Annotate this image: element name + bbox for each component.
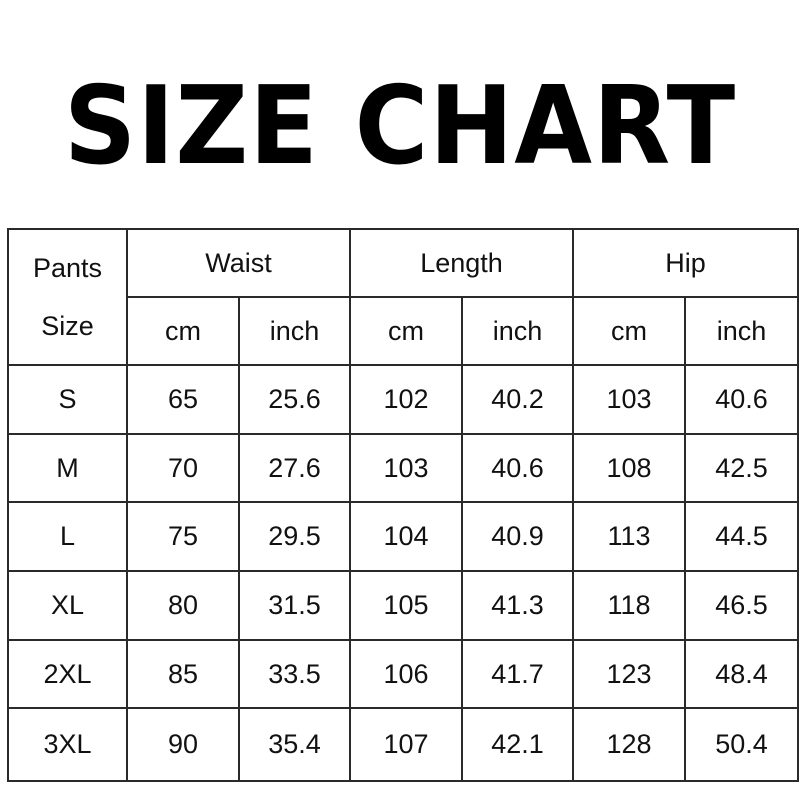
value-cell: 102: [349, 364, 463, 435]
value-cell: 118: [572, 570, 686, 641]
value-cell: 41.3: [461, 570, 574, 641]
unit-header: cm: [126, 296, 240, 366]
unit-header: cm: [349, 296, 463, 366]
size-cell: L: [7, 501, 128, 572]
table-row: S 65 25.6 102 40.2 103 40.6: [7, 364, 800, 435]
value-cell: 25.6: [238, 364, 351, 435]
value-cell: 44.5: [683, 501, 800, 572]
table-row: L 75 29.5 104 40.9 113 44.5: [7, 501, 800, 572]
value-cell: 103: [349, 433, 463, 503]
header-label-size: Size: [41, 311, 94, 341]
value-cell: 65: [126, 364, 240, 435]
header-label-pants: Pants: [32, 253, 103, 283]
value-cell: 103: [572, 364, 686, 435]
size-chart-table: Pants Size Waist Length Hip cm inch cm i…: [7, 228, 800, 782]
value-cell: 80: [126, 570, 240, 641]
pants-size-header: Pants Size: [7, 228, 128, 366]
value-cell: 31.5: [238, 570, 351, 641]
value-cell: 104: [349, 501, 463, 572]
value-cell: 128: [572, 707, 686, 782]
unit-header: inch: [461, 296, 574, 366]
value-cell: 35.4: [238, 707, 351, 782]
value-cell: 50.4: [683, 707, 800, 782]
size-cell: M: [7, 433, 128, 503]
unit-header: cm: [572, 296, 686, 366]
table-row: M 70 27.6 103 40.6 108 42.5: [7, 433, 800, 503]
value-cell: 75: [126, 501, 240, 572]
value-cell: 113: [572, 501, 686, 572]
table-row: 2XL 85 33.5 106 41.7 123 48.4: [7, 639, 800, 709]
value-cell: 105: [349, 570, 463, 641]
value-cell: 123: [572, 639, 686, 709]
value-cell: 29.5: [238, 501, 351, 572]
header-row-groups: Pants Size Waist Length Hip: [7, 228, 800, 366]
value-cell: 40.9: [461, 501, 574, 572]
value-cell: 27.6: [238, 433, 351, 503]
value-cell: 90: [126, 707, 240, 782]
header-waist: Waist: [126, 228, 351, 298]
value-cell: 42.1: [461, 707, 574, 782]
unit-header: inch: [683, 296, 800, 366]
value-cell: 46.5: [683, 570, 800, 641]
header-row-units: cm inch cm inch cm inch: [8, 296, 800, 366]
table-row: 3XL 90 35.4 107 42.1 128 50.4: [7, 707, 800, 782]
value-cell: 48.4: [683, 639, 800, 709]
size-cell: XL: [7, 570, 128, 641]
table-row: XL 80 31.5 105 41.3 118 46.5: [7, 570, 800, 641]
value-cell: 108: [572, 433, 686, 503]
value-cell: 33.5: [238, 639, 351, 709]
header-length: Length: [349, 228, 574, 298]
value-cell: 70: [126, 433, 240, 503]
size-cell: 2XL: [7, 639, 128, 709]
value-cell: 40.2: [461, 364, 574, 435]
page-title: SIZE CHART: [63, 64, 737, 189]
value-cell: 41.7: [461, 639, 574, 709]
value-cell: 40.6: [683, 364, 800, 435]
size-cell: 3XL: [7, 707, 128, 782]
value-cell: 42.5: [683, 433, 800, 503]
header-hip: Hip: [571, 228, 800, 298]
value-cell: 40.6: [461, 433, 574, 503]
value-cell: 85: [126, 639, 240, 709]
size-cell: S: [7, 364, 128, 435]
value-cell: 107: [349, 707, 463, 782]
unit-header: inch: [238, 296, 351, 366]
value-cell: 106: [349, 639, 463, 709]
